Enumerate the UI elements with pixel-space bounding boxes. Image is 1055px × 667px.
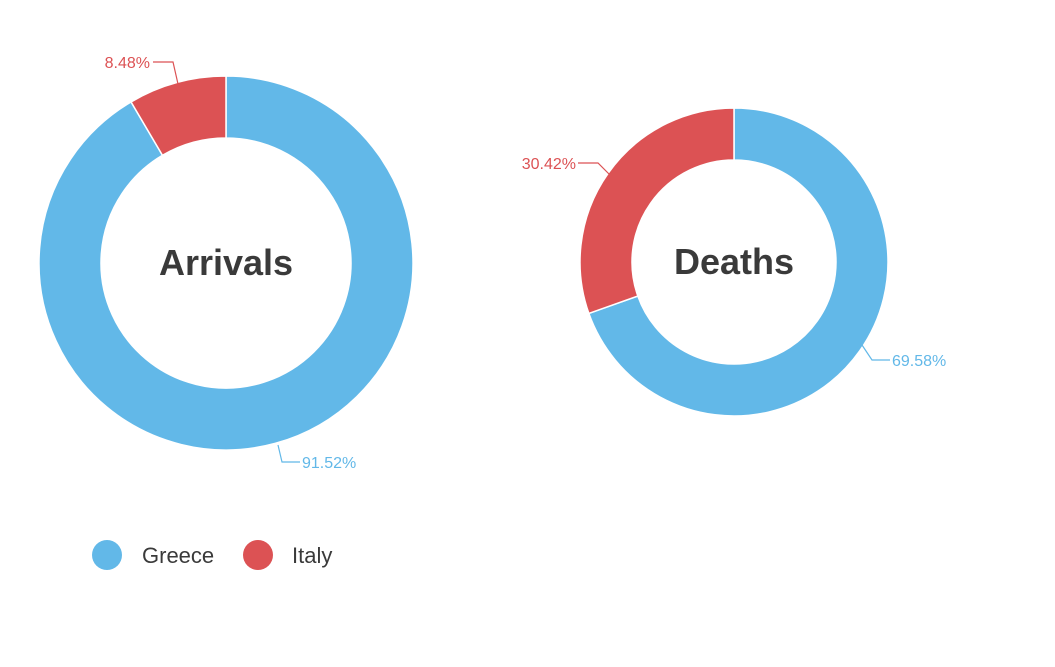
legend-label-greece: Greece [142, 543, 214, 568]
arrivals-slice-italy[interactable] [129, 75, 227, 157]
legend-swatch-italy [243, 540, 273, 570]
arrivals-donut: 91.52% 8.48% Arrivals [38, 55, 414, 472]
arrivals-label-italy: 8.48% [105, 55, 150, 72]
legend-item-italy[interactable]: Italy [243, 540, 332, 570]
deaths-slice-italy[interactable] [579, 107, 735, 315]
deaths-center-title: Deaths [674, 241, 794, 282]
arrivals-center-title: Arrivals [159, 242, 293, 283]
deaths-donut: 69.58% 30.42% Deaths [522, 107, 946, 417]
legend-label-italy: Italy [292, 543, 332, 568]
deaths-label-italy: 30.42% [522, 156, 576, 173]
deaths-leader-greece [861, 344, 890, 361]
arrivals-label-greece: 91.52% [302, 455, 356, 472]
legend-item-greece[interactable]: Greece [92, 540, 214, 570]
arrivals-leader-greece [277, 444, 300, 463]
arrivals-slice-greece[interactable] [38, 75, 414, 451]
deaths-slice-greece[interactable] [587, 107, 889, 417]
legend: Greece Italy [92, 540, 332, 570]
deaths-label-greece: 69.58% [892, 353, 946, 370]
deaths-leader-italy [578, 162, 612, 177]
legend-swatch-greece [92, 540, 122, 570]
arrivals-leader-italy [153, 61, 179, 85]
